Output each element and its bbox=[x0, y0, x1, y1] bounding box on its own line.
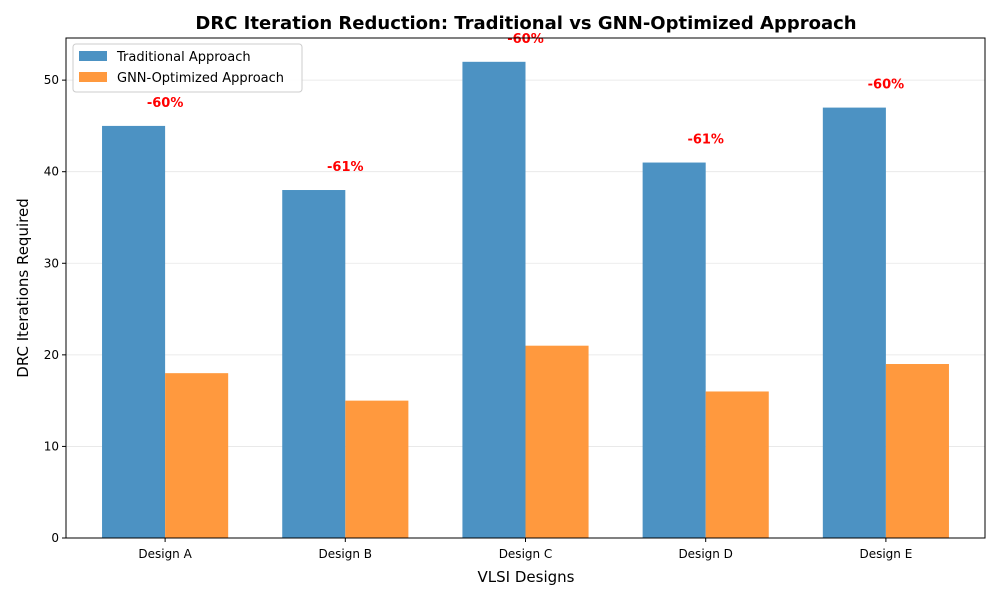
y-tick-label: 0 bbox=[51, 531, 59, 545]
x-tick-label: Design A bbox=[138, 547, 192, 561]
reduction-annotation: -61% bbox=[687, 133, 724, 148]
y-tick-label: 10 bbox=[44, 439, 59, 453]
gnn-bar-design-e bbox=[885, 364, 949, 538]
y-tick-label: 20 bbox=[44, 348, 59, 362]
gnn-bar-design-d bbox=[705, 391, 769, 538]
reduction-annotation: -61% bbox=[327, 160, 364, 175]
legend: Traditional Approach GNN-Optimized Approa… bbox=[72, 43, 303, 93]
legend-swatch bbox=[79, 51, 107, 61]
annotations-layer: -60% -61% -60% -61% -60% bbox=[147, 32, 904, 175]
x-axis-label: VLSI Designs bbox=[478, 568, 575, 586]
legend-swatch bbox=[79, 72, 107, 82]
x-tick-label: Design D bbox=[678, 547, 733, 561]
gnn-bar-design-b bbox=[345, 400, 409, 538]
chart-title: DRC Iteration Reduction: Traditional vs … bbox=[195, 13, 856, 34]
reduction-annotation: -60% bbox=[147, 96, 184, 111]
x-tick-label: Design B bbox=[319, 547, 372, 561]
gnn-bar-design-c bbox=[525, 345, 589, 538]
x-tick-label: Design C bbox=[499, 547, 553, 561]
reduction-annotation: -60% bbox=[868, 78, 905, 93]
x-tick-label: Design E bbox=[859, 547, 912, 561]
legend-label: Traditional Approach bbox=[116, 50, 251, 65]
legend-box bbox=[72, 43, 303, 93]
y-axis-label: DRC Iterations Required bbox=[14, 198, 32, 377]
traditional-bar-design-c bbox=[462, 61, 526, 539]
y-tick-label: 30 bbox=[44, 256, 59, 270]
traditional-bar-design-b bbox=[282, 190, 346, 538]
traditional-bar-design-a bbox=[102, 125, 166, 539]
bars-layer bbox=[102, 61, 949, 539]
traditional-bar-design-e bbox=[822, 107, 886, 538]
legend-label: GNN-Optimized Approach bbox=[117, 71, 284, 86]
y-tick-label: 50 bbox=[44, 73, 59, 87]
y-tick-label: 40 bbox=[44, 165, 59, 179]
axes-layer: 0 10 20 30 40 50 Design A Design B Design C Desig… bbox=[44, 37, 986, 561]
reduction-annotation: -60% bbox=[507, 32, 544, 47]
traditional-bar-design-d bbox=[642, 162, 706, 539]
gnn-bar-design-a bbox=[165, 373, 229, 538]
